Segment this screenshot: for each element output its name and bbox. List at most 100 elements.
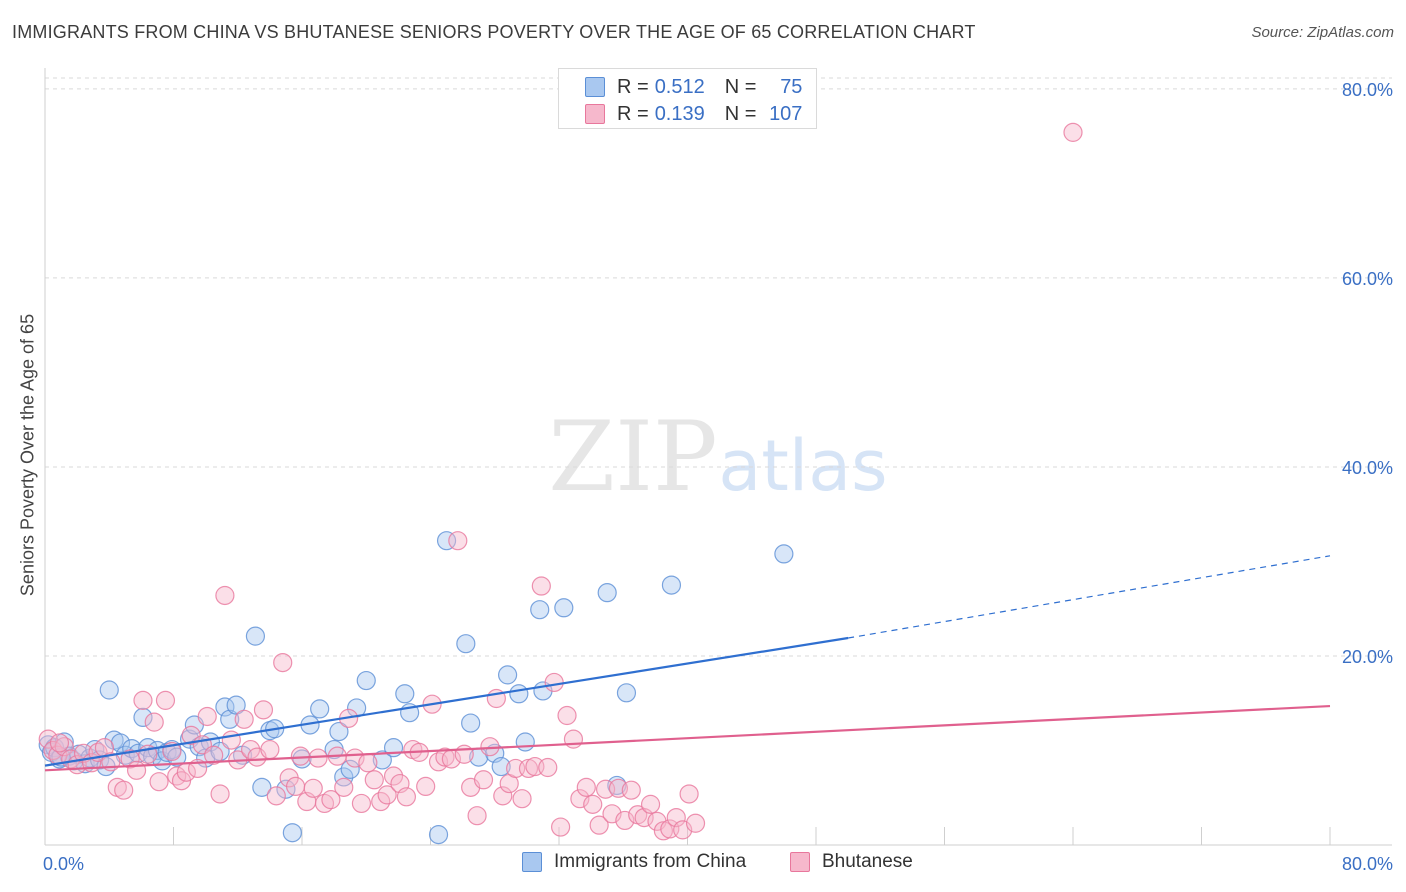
china-point — [334, 767, 354, 787]
bhutan-point — [396, 787, 417, 807]
bhutan-point — [679, 784, 699, 804]
bhutan-point — [448, 531, 468, 551]
bhutan-point — [377, 785, 397, 805]
bhutan-point — [234, 709, 254, 729]
bhutan-point — [303, 778, 323, 798]
bhutan-point — [551, 817, 571, 837]
china-point — [99, 680, 119, 700]
bhutan-point — [285, 776, 306, 797]
legend-r-label: R = — [617, 102, 649, 125]
bhutan-point — [1063, 122, 1083, 142]
source-label: Source: ZipAtlas.com — [1251, 24, 1394, 41]
china-point — [491, 756, 511, 777]
china-point — [310, 699, 330, 719]
bhutan-trend-line — [44, 704, 1331, 772]
series-legend: Immigrants from China Bhutanese — [0, 851, 1406, 877]
bhutan-point — [38, 729, 58, 749]
bhutan-point — [467, 806, 487, 826]
bhutan-point — [685, 813, 706, 833]
bhutan-point — [120, 749, 140, 769]
legend-n-label: N = — [724, 102, 757, 125]
china-point — [245, 626, 266, 646]
china-point — [252, 777, 272, 797]
bhutan-point — [260, 739, 280, 760]
bhutan-point — [557, 705, 577, 726]
bhutan-point — [215, 585, 235, 606]
legend-row-china: R = 0.512 N = 75 — [585, 76, 802, 98]
china-point — [329, 721, 349, 742]
bhutan-point — [358, 753, 378, 773]
bhutan-point — [49, 733, 70, 753]
china-point — [530, 600, 550, 620]
bhutan-point — [155, 690, 176, 710]
china-point — [616, 683, 637, 703]
bhutan-point — [383, 766, 404, 786]
legend-item-bhutan: Bhutanese — [790, 851, 913, 873]
china-point — [509, 684, 529, 704]
legend-item-china-label: Immigrants from China — [554, 851, 747, 872]
bhutan-point — [493, 786, 513, 806]
legend-n-value: 75 — [780, 75, 803, 98]
bhutan-point — [144, 712, 164, 732]
legend-item-bhutan-label: Bhutanese — [822, 851, 913, 872]
china-trend-line — [44, 636, 849, 767]
bhutan-point — [364, 770, 384, 790]
bhutan-point — [253, 700, 274, 720]
bhutan-point — [334, 777, 354, 797]
legend-n-value: 107 — [769, 102, 803, 125]
china-point — [133, 707, 153, 728]
bhutan-point — [210, 784, 230, 804]
bhutan-point — [589, 815, 609, 835]
bhutan-point — [149, 772, 169, 792]
y-tick-label: 40.0% — [1342, 458, 1393, 478]
bhutan-point — [204, 745, 224, 765]
china-point — [436, 531, 457, 551]
china-point — [498, 665, 518, 685]
bhutan-point — [583, 794, 603, 814]
bhutan-point — [273, 652, 293, 673]
legend-r-value: 0.139 — [654, 102, 705, 125]
china-point — [661, 575, 682, 595]
bhutan-point — [241, 739, 261, 760]
bhutan-point — [563, 729, 584, 749]
china-swatch — [585, 77, 605, 97]
china-point — [456, 634, 476, 654]
legend-r-label: R = — [617, 75, 649, 98]
china-point — [515, 732, 535, 752]
bhutan-swatch — [585, 104, 605, 124]
bhutan-point — [544, 672, 564, 693]
bhutan-point — [531, 576, 551, 596]
bhutan-point — [266, 786, 286, 806]
bhutan-point — [197, 706, 217, 727]
bhutan-point — [576, 777, 596, 797]
bhutan-point — [473, 770, 494, 790]
legend-item-china: Immigrants from China — [522, 851, 746, 873]
bhutan-point — [538, 757, 558, 778]
china-point — [282, 823, 302, 843]
legend-row-bhutan: R = 0.139 N = 107 — [585, 103, 802, 125]
x-tick-label: 80.0% — [1342, 854, 1393, 874]
stats-legend: R = 0.512 N = 75 R = 0.139 N = 107 — [558, 68, 817, 129]
y-tick-label: 60.0% — [1342, 269, 1393, 289]
china-point — [395, 684, 415, 704]
china-point — [428, 825, 449, 845]
bhutan-point — [351, 793, 372, 814]
y-tick-label: 20.0% — [1342, 647, 1393, 667]
bhutan-point — [621, 780, 641, 800]
legend-r-value: 0.512 — [654, 75, 705, 98]
bhutan-point — [126, 760, 147, 780]
china-point — [356, 670, 376, 691]
china-point — [340, 759, 360, 779]
y-tick-label: 80.0% — [1342, 80, 1393, 100]
bhutan-point — [181, 725, 201, 745]
china-point — [554, 598, 574, 618]
bhutan-point — [221, 730, 241, 750]
bhutan-point — [416, 776, 436, 797]
bhutan-point — [114, 780, 134, 800]
china-point — [774, 544, 794, 564]
x-tick-label: 0.0% — [43, 854, 84, 874]
chart-title: IMMIGRANTS FROM CHINA VS BHUTANESE SENIO… — [12, 22, 976, 42]
bhutan-point — [133, 690, 153, 710]
china-swatch — [522, 852, 542, 872]
china-point — [372, 750, 392, 770]
